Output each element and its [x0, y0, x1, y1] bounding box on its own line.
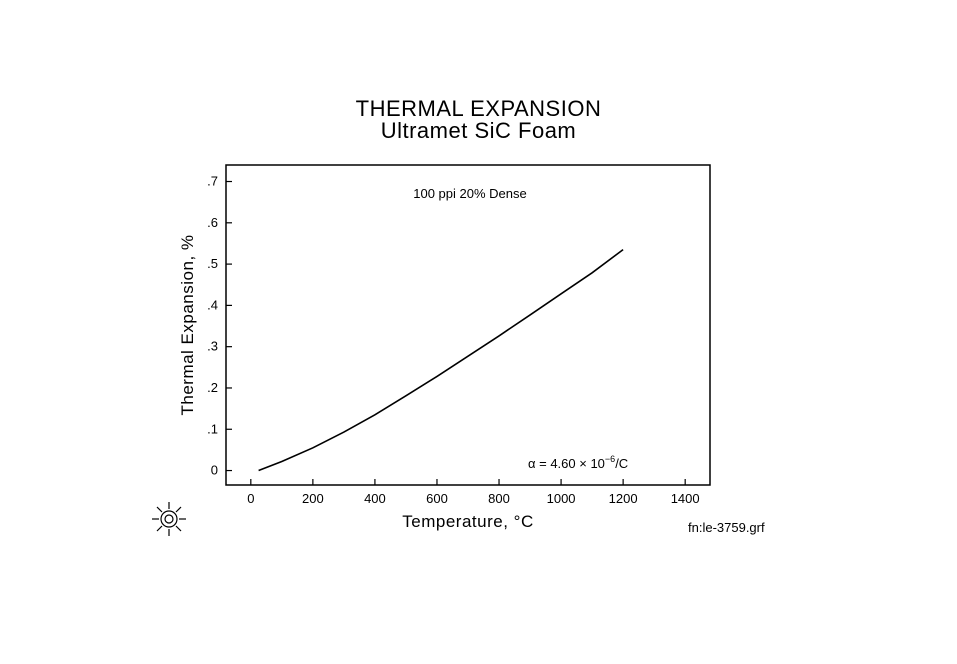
x-tick-label: 1200 [609, 491, 638, 506]
alpha-exponent: −6 [605, 454, 615, 464]
sample-annotation: 100 ppi 20% Dense [413, 186, 526, 201]
chart-subtitle: Ultramet SiC Foam [380, 118, 577, 143]
x-tick-label: 600 [426, 491, 448, 506]
x-axis-label: Temperature, °C [402, 512, 533, 531]
x-tick-label: 200 [302, 491, 324, 506]
y-tick-label: .4 [207, 297, 218, 312]
filename-label: fn:le-3759.grf [688, 520, 765, 535]
plot-frame [225, 164, 711, 486]
y-tick-label: .1 [207, 421, 218, 436]
y-tick-label: .3 [207, 339, 218, 354]
x-tick-label: 1000 [547, 491, 576, 506]
x-tick-label: 800 [488, 491, 510, 506]
alpha-annotation: α = 4.60 × 10−6/C [528, 454, 628, 471]
y-tick-label: .5 [207, 256, 218, 271]
y-tick-label: .6 [207, 215, 218, 230]
y-tick-label: 0 [211, 463, 218, 478]
y-axis-label: Thermal Expansion, % [178, 234, 197, 415]
series-line [258, 248, 624, 472]
alpha-prefix: α = 4.60 × 10 [528, 456, 605, 471]
chart-title: THERMAL EXPANSION [355, 96, 602, 121]
alpha-suffix: /C [615, 456, 628, 471]
x-tick-label: 400 [364, 491, 386, 506]
y-tick-label: .7 [207, 174, 218, 189]
x-tick-label: 0 [247, 491, 254, 506]
y-tick-label: .2 [207, 380, 218, 395]
sun-logo-icon [152, 502, 186, 536]
x-tick-label: 1400 [671, 491, 700, 506]
